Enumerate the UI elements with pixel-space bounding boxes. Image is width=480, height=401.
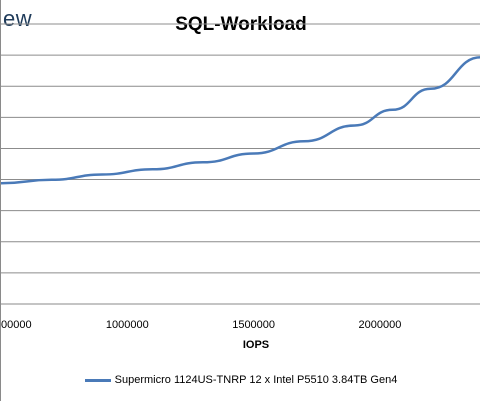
x-tick-label: 00000 — [1, 319, 32, 331]
x-axis-title: IOPS — [243, 339, 269, 351]
x-tick-labels: 00000 1000000 1500000 2000000 — [1, 319, 401, 331]
x-tick-label: 2000000 — [359, 319, 402, 331]
legend-label: Supermicro 1124US-TNRP 12 x Intel P5510 … — [114, 374, 398, 386]
legend-swatch — [84, 378, 111, 382]
x-tick-label: 1000000 — [106, 319, 149, 331]
legend: Supermicro 1124US-TNRP 12 x Intel P5510 … — [1, 374, 480, 386]
series-line — [1, 56, 480, 185]
logo-text-fragment: ew — [3, 6, 33, 31]
series-layer — [1, 56, 480, 185]
grid-lines — [1, 23, 480, 305]
x-tick-label: 1500000 — [232, 319, 275, 331]
